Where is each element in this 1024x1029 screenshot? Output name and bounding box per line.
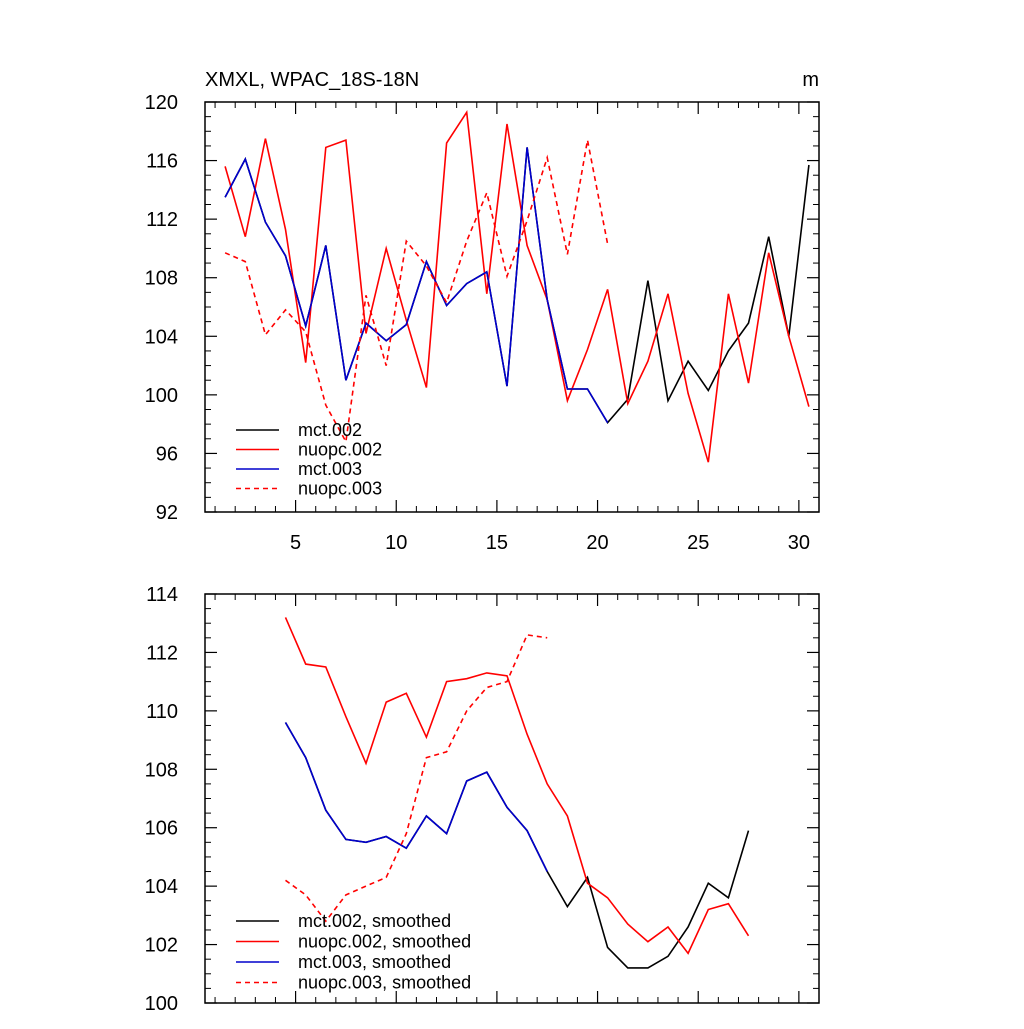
x-tick-label: 15 — [486, 532, 508, 554]
top-panel: XMXL, WPAC_18S-18N m 5 10 15 20 25 30 92 96 100 1… — [145, 69, 820, 554]
series-line-nuopc-002 — [224, 109, 810, 463]
units-label: m — [802, 69, 819, 91]
legend-label: mct.003 — [298, 459, 362, 479]
y-tick-label: 92 — [156, 502, 178, 524]
series-line-nuopc-003 — [224, 139, 609, 445]
y-tick-label: 120 — [145, 92, 178, 114]
series-line-nuopc-002-smoothed — [284, 617, 750, 955]
legend-label: mct.002, smoothed — [298, 911, 451, 931]
y-tick-label: 104 — [145, 326, 178, 348]
x-tick-label: 25 — [687, 532, 709, 554]
y-tick-label: 100 — [145, 993, 178, 1015]
y-tick-label: 108 — [145, 759, 178, 781]
legend-label: mct.003, smoothed — [298, 952, 451, 972]
bottom-panel: 100 102 104 106 108 110 112 114 mct.002, smoothe… — [145, 584, 820, 1015]
x-tick-label: 20 — [586, 532, 608, 554]
y-tick-label: 106 — [145, 818, 178, 840]
x-tick-label: 5 — [290, 532, 301, 554]
y-tick-label: 116 — [146, 151, 178, 173]
x-tick-label: 30 — [788, 532, 810, 554]
y-tick-label: 114 — [146, 584, 178, 606]
legend-label: mct.002 — [298, 420, 362, 440]
y-tick-label: 104 — [145, 876, 178, 898]
y-tick-label: 102 — [145, 935, 178, 957]
legend-label: nuopc.003, smoothed — [298, 973, 471, 993]
y-tick-label: 112 — [146, 209, 178, 231]
legend-label: nuopc.002, smoothed — [298, 932, 471, 952]
series-line-mct-003 — [224, 147, 609, 424]
series-line-mct-003-smoothed — [284, 722, 548, 872]
legend-label: nuopc.002 — [298, 440, 382, 460]
y-tick-label: 96 — [156, 443, 178, 465]
x-tick-label: 10 — [385, 532, 407, 554]
chart-title: XMXL, WPAC_18S-18N — [205, 69, 419, 91]
y-tick-label: 110 — [146, 701, 178, 723]
y-tick-label: 100 — [145, 385, 178, 407]
y-tick-label: 108 — [145, 268, 178, 290]
y-tick-label: 112 — [146, 642, 178, 664]
series-line-nuopc-003-smoothed — [285, 634, 548, 923]
legend-label: nuopc.003 — [298, 479, 382, 499]
